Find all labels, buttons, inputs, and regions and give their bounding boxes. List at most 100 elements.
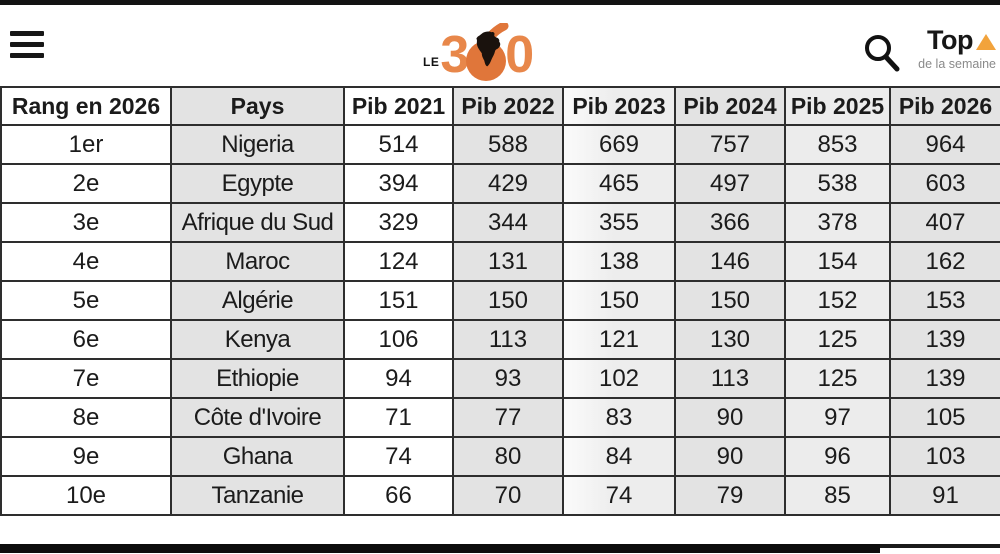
pib-value-cell: 150 bbox=[562, 280, 676, 321]
col-header-pib-2021: Pib 2021 bbox=[343, 86, 454, 126]
app-header: LE 3 0 Top de la semaine bbox=[0, 5, 1000, 85]
pib-value-cell: 83 bbox=[562, 397, 676, 438]
top-week-title: Top bbox=[927, 25, 973, 55]
pib-value-cell: 139 bbox=[889, 319, 1000, 360]
rank-cell: 9e bbox=[0, 436, 172, 477]
rank-cell: 2e bbox=[0, 163, 172, 204]
rank-cell: 8e bbox=[0, 397, 172, 438]
pib-value-cell: 669 bbox=[562, 124, 676, 165]
pib-value-cell: 77 bbox=[452, 397, 564, 438]
pib-value-cell: 344 bbox=[452, 202, 564, 243]
pib-value-cell: 113 bbox=[452, 319, 564, 360]
country-cell: Maroc bbox=[170, 241, 345, 282]
table-row: 10e Tanzanie 66 70 74 79 85 91 bbox=[0, 475, 1000, 516]
table-row: 9e Ghana 74 80 84 90 96 103 bbox=[0, 436, 1000, 477]
country-cell: Côte d'Ivoire bbox=[170, 397, 345, 438]
menu-button[interactable] bbox=[10, 31, 46, 65]
pib-value-cell: 91 bbox=[889, 475, 1000, 516]
pib-value-cell: 378 bbox=[784, 202, 891, 243]
table-header-row: Rang en 2026 Pays Pib 2021 Pib 2022 Pib … bbox=[0, 86, 1000, 126]
pib-value-cell: 102 bbox=[562, 358, 676, 399]
pib-value-cell: 329 bbox=[343, 202, 454, 243]
hamburger-icon bbox=[10, 53, 44, 58]
pib-value-cell: 757 bbox=[674, 124, 786, 165]
pib-value-cell: 130 bbox=[674, 319, 786, 360]
search-button[interactable] bbox=[860, 31, 904, 73]
pib-value-cell: 151 bbox=[343, 280, 454, 321]
pib-value-cell: 71 bbox=[343, 397, 454, 438]
pib-value-cell: 125 bbox=[784, 319, 891, 360]
rank-cell: 10e bbox=[0, 475, 172, 516]
country-cell: Tanzanie bbox=[170, 475, 345, 516]
pib-value-cell: 97 bbox=[784, 397, 891, 438]
col-header-pib-2022: Pib 2022 bbox=[452, 86, 564, 126]
table-row: 2e Egypte 394 429 465 497 538 603 bbox=[0, 163, 1000, 204]
pib-value-cell: 74 bbox=[562, 475, 676, 516]
table-row: 7e Ethiopie 94 93 102 113 125 139 bbox=[0, 358, 1000, 399]
pib-value-cell: 366 bbox=[674, 202, 786, 243]
country-cell: Nigeria bbox=[170, 124, 345, 165]
logo-digit-6 bbox=[464, 21, 512, 83]
top-week-widget[interactable]: Top de la semaine bbox=[918, 25, 996, 71]
gdp-ranking-table: Rang en 2026 Pays Pib 2021 Pib 2022 Pib … bbox=[0, 86, 1000, 516]
pib-value-cell: 514 bbox=[343, 124, 454, 165]
pib-value-cell: 90 bbox=[674, 397, 786, 438]
rank-cell: 1er bbox=[0, 124, 172, 165]
pib-value-cell: 90 bbox=[674, 436, 786, 477]
col-header-pib-2023: Pib 2023 bbox=[562, 86, 676, 126]
pib-value-cell: 154 bbox=[784, 241, 891, 282]
status-bar bbox=[0, 0, 1000, 5]
pib-value-cell: 124 bbox=[343, 241, 454, 282]
pib-value-cell: 80 bbox=[452, 436, 564, 477]
table-row: 1er Nigeria 514 588 669 757 853 964 bbox=[0, 124, 1000, 165]
pib-value-cell: 94 bbox=[343, 358, 454, 399]
africa-map-icon bbox=[466, 21, 509, 81]
rank-cell: 7e bbox=[0, 358, 172, 399]
pib-value-cell: 146 bbox=[674, 241, 786, 282]
pib-value-cell: 79 bbox=[674, 475, 786, 516]
pib-value-cell: 497 bbox=[674, 163, 786, 204]
col-header-pib-2026: Pib 2026 bbox=[889, 86, 1000, 126]
hamburger-icon bbox=[10, 42, 44, 47]
rank-cell: 5e bbox=[0, 280, 172, 321]
pib-value-cell: 150 bbox=[452, 280, 564, 321]
pib-value-cell: 103 bbox=[889, 436, 1000, 477]
pib-value-cell: 150 bbox=[674, 280, 786, 321]
country-cell: Ethiopie bbox=[170, 358, 345, 399]
le360-logo[interactable]: LE 3 0 bbox=[423, 21, 534, 85]
top-week-subtitle: de la semaine bbox=[918, 57, 996, 71]
col-header-pays: Pays bbox=[170, 86, 345, 126]
country-cell: Egypte bbox=[170, 163, 345, 204]
rank-cell: 6e bbox=[0, 319, 172, 360]
bottom-bar bbox=[0, 543, 1000, 554]
col-header-pib-2025: Pib 2025 bbox=[784, 86, 891, 126]
pib-value-cell: 85 bbox=[784, 475, 891, 516]
col-header-rang: Rang en 2026 bbox=[0, 86, 172, 126]
logo-digit-0: 0 bbox=[505, 26, 534, 85]
pib-value-cell: 162 bbox=[889, 241, 1000, 282]
pib-value-cell: 138 bbox=[562, 241, 676, 282]
pib-value-cell: 355 bbox=[562, 202, 676, 243]
country-cell: Kenya bbox=[170, 319, 345, 360]
country-cell: Afrique du Sud bbox=[170, 202, 345, 243]
triangle-up-icon bbox=[976, 34, 996, 50]
pib-value-cell: 603 bbox=[889, 163, 1000, 204]
rank-cell: 4e bbox=[0, 241, 172, 282]
pib-value-cell: 93 bbox=[452, 358, 564, 399]
pib-value-cell: 66 bbox=[343, 475, 454, 516]
pib-value-cell: 394 bbox=[343, 163, 454, 204]
pib-value-cell: 964 bbox=[889, 124, 1000, 165]
country-cell: Ghana bbox=[170, 436, 345, 477]
pib-value-cell: 429 bbox=[452, 163, 564, 204]
pib-value-cell: 70 bbox=[452, 475, 564, 516]
table-row: 8e Côte d'Ivoire 71 77 83 90 97 105 bbox=[0, 397, 1000, 438]
rank-cell: 3e bbox=[0, 202, 172, 243]
hamburger-icon bbox=[10, 31, 44, 36]
pib-value-cell: 113 bbox=[674, 358, 786, 399]
table-row: 3e Afrique du Sud 329 344 355 366 378 407 bbox=[0, 202, 1000, 243]
bottom-bar-segment bbox=[880, 544, 1000, 548]
table-row: 5e Algérie 151 150 150 150 152 153 bbox=[0, 280, 1000, 321]
table-row: 4e Maroc 124 131 138 146 154 162 bbox=[0, 241, 1000, 282]
pib-value-cell: 853 bbox=[784, 124, 891, 165]
